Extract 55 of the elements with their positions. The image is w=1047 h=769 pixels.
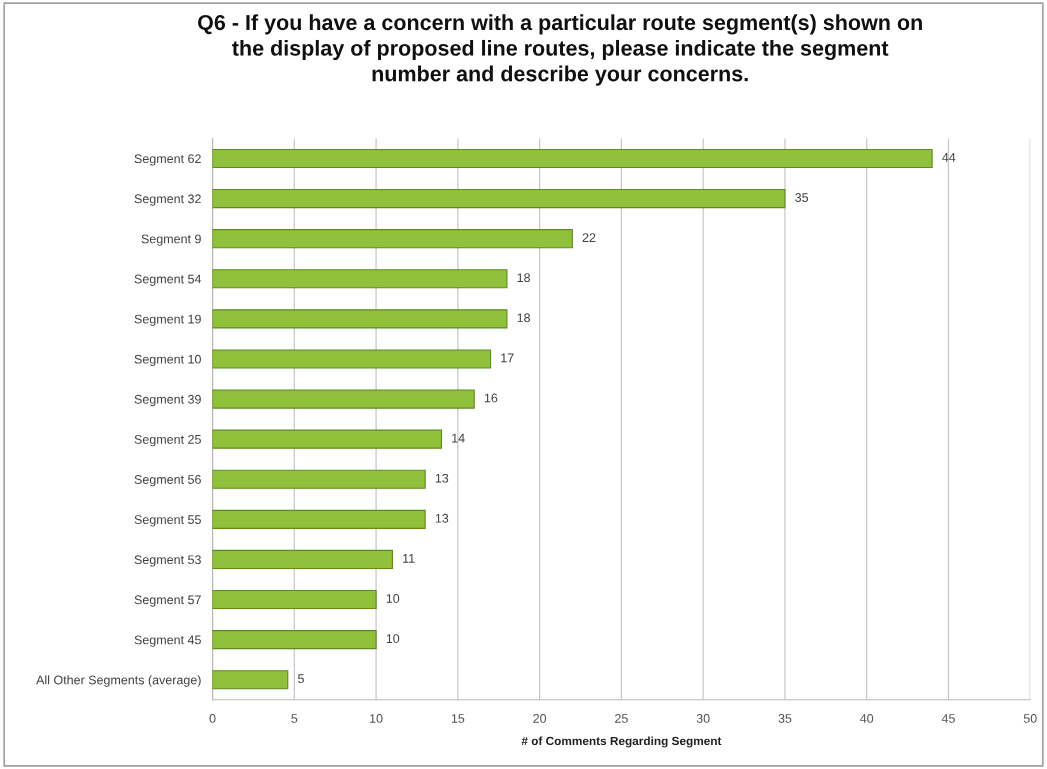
y-tick-label: Segment 45 <box>134 635 201 647</box>
x-tick-label: 50 <box>1023 714 1037 723</box>
bar <box>212 630 377 650</box>
y-tick-label: Segment 53 <box>134 555 201 567</box>
y-tick-label: All Other Segments (average) <box>36 675 201 687</box>
data-label: 16 <box>484 393 498 403</box>
bar <box>212 349 492 369</box>
data-label: 11 <box>403 554 415 563</box>
bar <box>212 549 393 570</box>
bar <box>212 469 426 489</box>
data-label: 44 <box>942 153 956 162</box>
x-tick-label: 15 <box>451 714 465 723</box>
data-label: 18 <box>517 313 530 323</box>
y-tick-label: Segment 9 <box>141 234 201 246</box>
data-label: 5 <box>297 674 304 684</box>
x-tick-label: 20 <box>533 714 547 723</box>
data-label: 10 <box>386 634 400 643</box>
bar <box>212 509 426 529</box>
bar <box>212 309 508 329</box>
x-axis-title: # of Comments Regarding Segment <box>521 736 722 748</box>
x-tick-label: 5 <box>291 714 298 723</box>
chart-title: Q6 - If you have a concern with a particular route segment(s) shown on the display of proposed line routes, please indicate the segment number and describe your concerns. <box>198 14 922 86</box>
bar <box>212 589 377 610</box>
y-tick-label: Segment 55 <box>134 515 201 527</box>
x-tick-label: 0 <box>209 714 216 723</box>
y-tick-label: Segment 39 <box>134 394 201 407</box>
data-label: 18 <box>517 273 530 283</box>
data-label: 17 <box>501 353 514 363</box>
y-tick-label: Segment 32 <box>134 194 201 206</box>
data-label: 13 <box>435 513 449 523</box>
data-label: 14 <box>452 433 465 443</box>
x-tick-label: 10 <box>370 714 383 723</box>
y-tick-label: Segment 54 <box>134 274 202 286</box>
bar <box>212 269 508 289</box>
y-tick-label: Segment 25 <box>134 434 201 447</box>
y-tick-label: Segment 56 <box>134 475 201 487</box>
x-tick-label: 45 <box>941 714 955 723</box>
x-tick-label: 35 <box>778 714 792 723</box>
y-tick-label: Segment 19 <box>134 314 201 326</box>
data-label: 35 <box>795 193 809 202</box>
x-tick-label: 25 <box>615 714 628 723</box>
data-label: 10 <box>386 594 400 603</box>
bar <box>212 148 933 169</box>
x-tick-label: 30 <box>696 714 710 723</box>
bar <box>212 670 289 690</box>
data-label: 13 <box>435 473 449 483</box>
y-tick-label: Segment 57 <box>134 595 201 607</box>
y-tick-label: Segment 10 <box>134 354 201 367</box>
x-tick-label: 40 <box>860 714 874 723</box>
data-label: 22 <box>582 233 596 242</box>
y-tick-label: Segment 62 <box>134 154 201 166</box>
bar <box>212 229 573 249</box>
bar <box>212 389 475 409</box>
bar <box>212 429 443 449</box>
bar <box>212 188 786 209</box>
